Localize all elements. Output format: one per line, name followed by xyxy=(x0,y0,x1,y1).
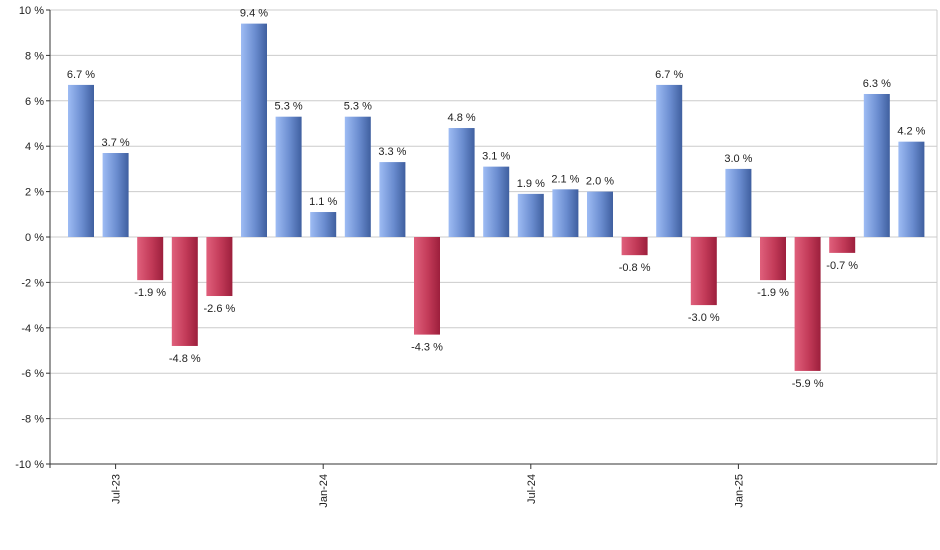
data-label: 6.7 % xyxy=(655,69,683,81)
bar xyxy=(171,237,198,346)
data-label: 1.1 % xyxy=(309,196,337,208)
bars xyxy=(68,23,925,371)
y-tick-label: -6 % xyxy=(21,368,44,380)
data-label: 2.1 % xyxy=(551,173,579,185)
y-tick-labels: 10 % 8 % 6 % 4 % 2 % 0 % -2 % -4 % -6 % -8 % -10 % xyxy=(15,5,44,471)
data-label: 5.3 % xyxy=(275,101,303,113)
bar xyxy=(794,237,821,371)
data-label: 3.0 % xyxy=(724,153,752,165)
bar xyxy=(275,116,302,237)
data-label: -0.7 % xyxy=(826,260,858,272)
y-tick-label: -2 % xyxy=(21,277,44,289)
data-label: 2.0 % xyxy=(586,176,614,188)
bar xyxy=(102,153,129,237)
data-label: 9.4 % xyxy=(240,8,268,20)
y-tick-label: -8 % xyxy=(21,414,44,426)
y-tick-label: 6 % xyxy=(25,96,44,108)
data-label: 4.2 % xyxy=(897,126,925,138)
bar xyxy=(137,237,164,281)
bar xyxy=(552,189,579,237)
bar xyxy=(690,237,717,306)
bar xyxy=(517,193,544,237)
bar xyxy=(898,141,925,237)
bar xyxy=(206,237,233,297)
data-label: 3.1 % xyxy=(482,151,510,163)
axes xyxy=(46,9,937,469)
data-label: -2.6 % xyxy=(204,303,236,315)
data-label: -1.9 % xyxy=(134,287,166,299)
x-tick-label: Jan-24 xyxy=(318,474,330,508)
y-tick-label: 0 % xyxy=(25,232,44,244)
data-label: -1.9 % xyxy=(757,287,789,299)
x-tick-label: Jul-23 xyxy=(111,474,123,504)
data-label: -4.8 % xyxy=(169,353,201,365)
data-label: 5.3 % xyxy=(344,101,372,113)
data-label: 6.7 % xyxy=(67,69,95,81)
data-label: 6.3 % xyxy=(863,78,891,90)
x-tick-label: Jan-25 xyxy=(733,474,745,508)
data-label: -4.3 % xyxy=(411,342,443,354)
bar xyxy=(414,237,440,335)
data-label: 3.3 % xyxy=(378,146,406,158)
bar xyxy=(68,84,94,237)
y-tick-label: 2 % xyxy=(25,187,44,199)
bar xyxy=(448,128,475,237)
data-label: -0.8 % xyxy=(619,262,651,274)
bar xyxy=(310,212,337,237)
bar xyxy=(760,237,786,281)
bar xyxy=(621,237,648,256)
y-tick-label: -4 % xyxy=(21,323,44,335)
y-tick-label: -10 % xyxy=(15,459,44,471)
bar xyxy=(587,191,613,237)
y-tick-label: 10 % xyxy=(19,5,44,17)
bar xyxy=(483,166,510,237)
bar xyxy=(656,84,683,237)
bar xyxy=(725,168,752,237)
data-label: 3.7 % xyxy=(102,137,130,149)
y-tick-label: 4 % xyxy=(25,141,44,153)
x-tick-label: Jul-24 xyxy=(526,474,538,504)
data-label: -3.0 % xyxy=(688,312,720,324)
bar xyxy=(344,116,371,237)
bar xyxy=(379,162,406,237)
bar xyxy=(829,237,856,253)
data-labels: 6.7 % 3.7 % -1.9 % -4.8 % -2.6 % 9.4 % 5.3 % 1.… xyxy=(67,8,926,390)
data-label: 4.8 % xyxy=(448,112,476,124)
x-tick-labels: Jul-23 Jan-24 Jul-24 Jan-25 xyxy=(111,474,746,508)
bar xyxy=(863,93,890,238)
data-label: 1.9 % xyxy=(517,178,545,190)
bar xyxy=(241,23,267,238)
y-tick-label: 8 % xyxy=(25,50,44,62)
data-label: -5.9 % xyxy=(792,378,824,390)
